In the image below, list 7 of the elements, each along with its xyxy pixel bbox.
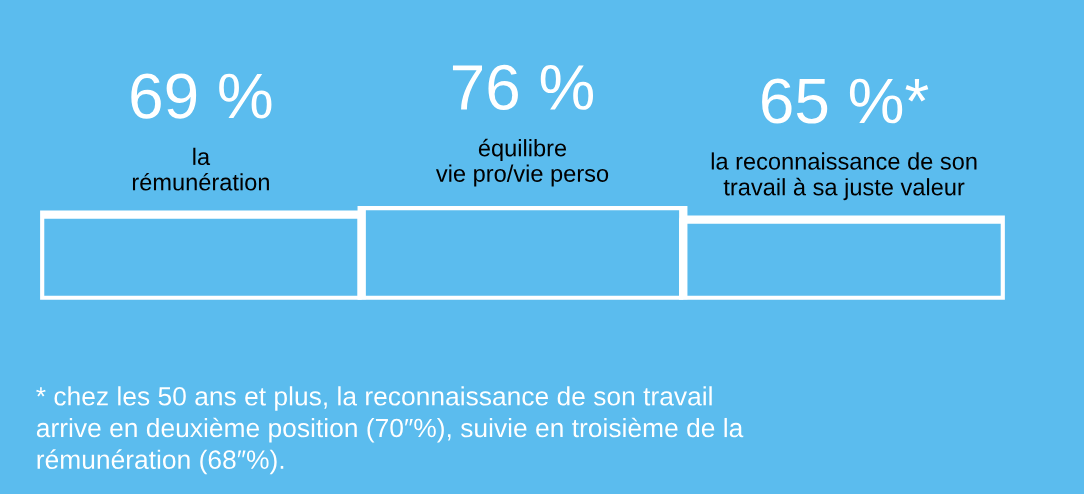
data-label: 69 % [131,73,272,119]
text: * chez les 50 ans et plus, la reconnaissance de son travail arrive en deuxième position (70″%), suivie en troisième de la rémunération (68″%). [36,386,744,475]
data-label: 65 %* [762,78,929,124]
x-tick-label: la rémunération [132,147,269,191]
x-tick-label: équilibre vie pro/vie perso [435,138,609,187]
x-tick-label: la reconnaissance de son travail à sa juste valeur [711,152,977,201]
data-label: 76 % [452,64,594,111]
